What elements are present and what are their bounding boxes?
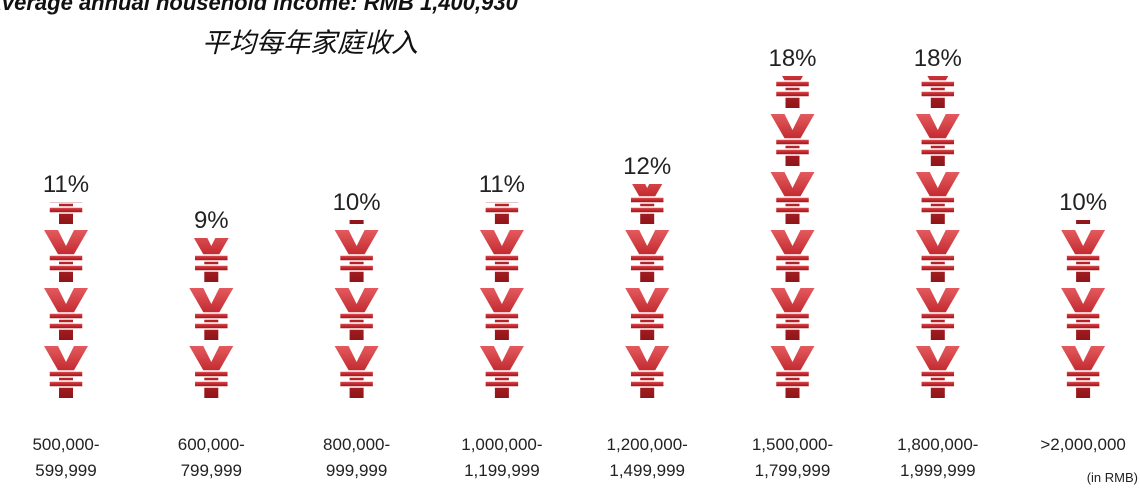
icon-stack [771,56,815,398]
icon-stack [916,56,960,398]
data-label: 18% [768,45,816,72]
yen-icon [625,288,669,340]
data-label: 12% [623,153,671,180]
yen-icon [189,346,233,398]
yen-icon [771,230,815,282]
yen-icon [1061,288,1105,340]
x-tick-label: 599,999 [35,461,96,480]
yen-icon [335,230,379,282]
x-tick-label: 1,500,000- [752,435,833,454]
x-tick-label: 1,200,000- [607,435,688,454]
yen-icon [335,346,379,398]
x-tick-label: 1,999,999 [900,461,976,480]
x-tick-label: 1,799,999 [755,461,831,480]
chart-title: Average annual household income: RMB 1,4… [0,0,519,15]
yen-icon [916,172,960,224]
yen-icon [335,288,379,340]
icon-stack [625,172,669,398]
yen-icon [189,230,233,282]
yen-icon [916,346,960,398]
x-tick-label: 1,000,000- [461,435,542,454]
data-label: 18% [914,45,962,72]
x-tick-label: 500,000- [32,435,99,454]
data-label: 11% [43,171,89,198]
unit-note: (in RMB) [1087,470,1138,485]
yen-icon [44,230,88,282]
yen-icon [480,288,524,340]
x-tick-label: 1,800,000- [897,435,978,454]
data-label: 9% [194,207,229,234]
x-tick-label: >2,000,000 [1040,435,1126,454]
x-tick-label: 800,000- [323,435,390,454]
icon-stack [189,230,233,398]
yen-icon [625,346,669,398]
yen-icon [480,230,524,282]
data-label: 10% [1059,189,1107,216]
yen-icon [189,288,233,340]
yen-icon [625,230,669,282]
data-label: 11% [479,171,525,198]
x-tick-label: 799,999 [181,461,242,480]
icon-stack [44,172,88,398]
data-label: 10% [333,189,381,216]
yen-icon [1061,346,1105,398]
x-tick-label: 999,999 [326,461,387,480]
yen-icon [916,230,960,282]
yen-icon [480,346,524,398]
yen-icon [916,288,960,340]
icon-stack [480,172,524,398]
x-tick-label: 1,499,999 [609,461,685,480]
yen-icon [771,172,815,224]
x-tick-label: 600,000- [178,435,245,454]
yen-icon [916,114,960,166]
yen-icon [44,346,88,398]
yen-icon [771,288,815,340]
yen-icon [771,114,815,166]
x-tick-label: 1,199,999 [464,461,540,480]
chart-subtitle: 平均每年家庭收入 [202,28,418,58]
yen-icon [771,346,815,398]
yen-icon [44,288,88,340]
yen-icon [1061,230,1105,282]
